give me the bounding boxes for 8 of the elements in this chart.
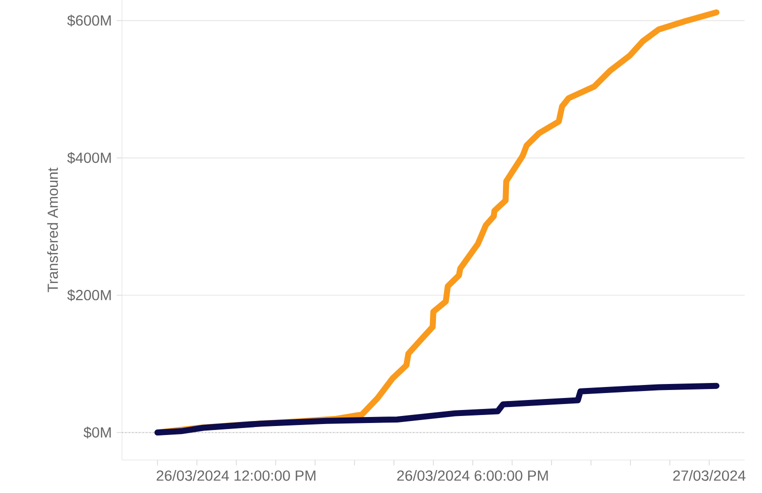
x-tick-label: 26/03/2024 6:00:00 PM [397,470,548,481]
y-tick-label: $200M [67,289,111,302]
x-tick-label: 26/03/2024 12:00:00 PM [156,470,316,481]
y-axis-title: Transfered Amount [47,168,58,292]
x-tick-label: 27/03/2024 [673,470,746,481]
y-tick-label: $0M [84,426,111,438]
y-tick-label: $400M [67,152,111,164]
y-tick-label: $600M [67,14,111,27]
